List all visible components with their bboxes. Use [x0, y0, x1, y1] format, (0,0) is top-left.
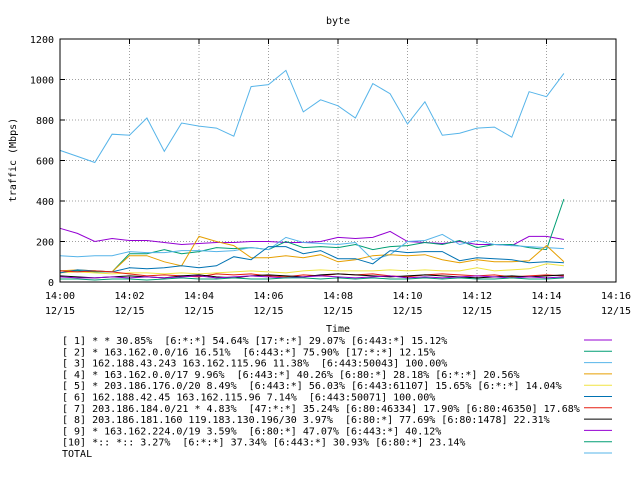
series-line-10	[60, 277, 564, 281]
x-tick-label-time: 14:12	[462, 291, 492, 302]
x-tick-label-time: 14:04	[184, 291, 214, 302]
legend-label: [ 8] 203.186.181.160 119.183.130.196/30 …	[62, 415, 550, 426]
x-tick-label-date: 12/15	[114, 306, 144, 317]
series-line-5	[59, 263, 564, 275]
legend-label: [ 5] * 203.186.176.0/20 8.49% [6:443:*] …	[62, 381, 562, 392]
x-tick-label-time: 14:16	[601, 291, 631, 302]
legend-label: [ 3] 162.188.43.243 163.162.115.96 11.38…	[62, 359, 447, 370]
x-axis-label: Time	[326, 324, 350, 335]
y-tick-label: 1200	[30, 35, 54, 46]
x-tick-label-date: 12/15	[253, 306, 283, 317]
x-tick-label-time: 14:10	[392, 291, 422, 302]
y-axis-label: traffic (Mbps)	[8, 118, 19, 202]
series-line-6	[59, 246, 564, 274]
series-lines	[59, 69, 565, 281]
legend-label: [10] *:: *:: 3.27% [6:*:*] 37.34% [6:443…	[62, 438, 465, 449]
legend-label: TOTAL	[62, 449, 92, 460]
series-line-11	[59, 69, 565, 164]
legend-label: [ 4] * 163.162.0.0/17 9.96% [6:443:*] 40…	[62, 370, 520, 381]
x-tick-label-time: 14:02	[114, 291, 144, 302]
series-line-1	[59, 227, 564, 247]
x-tick-label-date: 12/15	[45, 306, 75, 317]
y-tick-label: 1000	[30, 76, 54, 87]
series-line-2	[60, 198, 565, 273]
x-tick-label-date: 12/15	[184, 306, 214, 317]
x-tick-label-time: 14:08	[323, 291, 353, 302]
legend-label: [ 6] 162.188.42.45 163.162.115.96 7.14% …	[62, 393, 435, 404]
chart-title: byte	[326, 16, 350, 27]
legend-label: [ 7] 203.186.184.0/21 * 4.83% [47:*:*] 3…	[62, 404, 580, 415]
grid-lines	[60, 39, 616, 282]
legend-label: [ 2] * 163.162.0.0/16 16.51% [6:443:*] 7…	[62, 347, 435, 358]
y-tick-label: 200	[36, 238, 54, 249]
x-tick-label-date: 12/15	[531, 306, 561, 317]
x-tick-label-time: 14:06	[253, 291, 283, 302]
legend-label: [ 1] * * 30.85% [6:*:*] 54.64% [17:*:*] …	[62, 336, 447, 347]
x-tick-label-time: 14:14	[531, 291, 561, 302]
y-tick-label: 800	[36, 116, 54, 127]
y-tick-label: 0	[48, 278, 54, 289]
y-tick-label: 600	[36, 157, 54, 168]
y-tick-label: 400	[36, 197, 54, 208]
plot-frame	[59, 38, 617, 283]
legend: [ 1] * * 30.85% [6:*:*] 54.64% [17:*:*] …	[62, 336, 612, 460]
x-tick-label-date: 12/15	[392, 306, 422, 317]
x-tick-label-date: 12/15	[601, 306, 631, 317]
x-tick-label-date: 12/15	[462, 306, 492, 317]
series-line-4	[59, 235, 565, 273]
series-line-3	[59, 233, 564, 261]
legend-label: [ 9] * 163.162.224.0/19 3.59% [6:80:*] 4…	[62, 426, 441, 437]
x-tick-label-date: 12/15	[323, 306, 353, 317]
x-tick-label-time: 14:00	[45, 291, 75, 302]
series-line-9	[59, 275, 564, 279]
